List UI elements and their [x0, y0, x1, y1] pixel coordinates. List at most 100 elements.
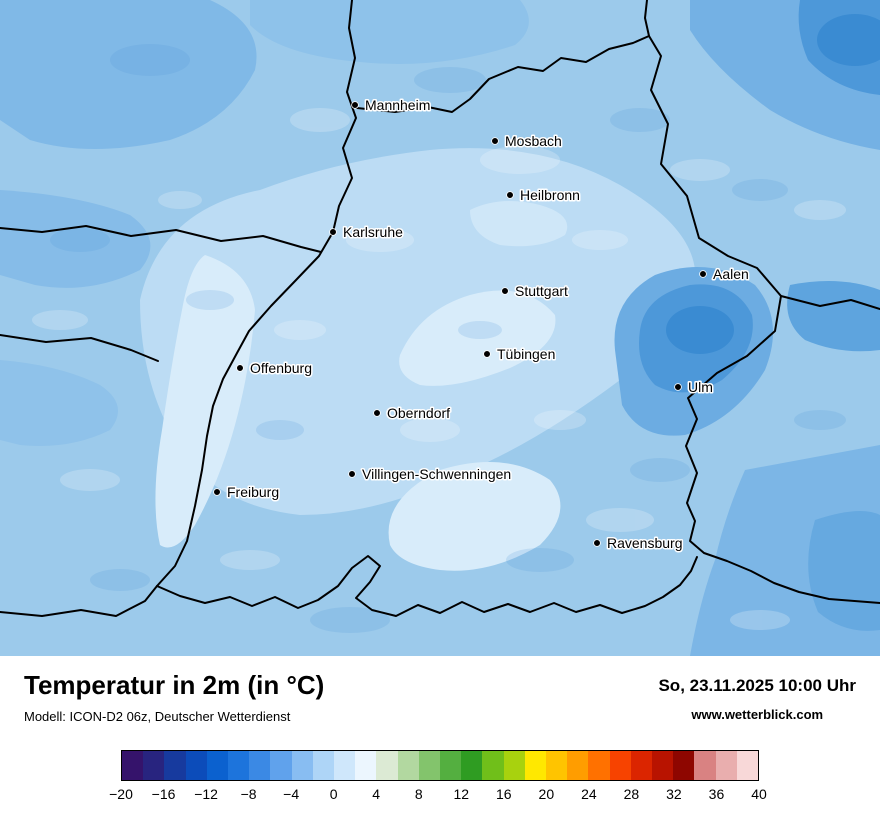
city-marker: Tübingen: [483, 345, 557, 364]
city-label: Oberndorf: [387, 405, 450, 421]
caption-area: Temperatur in 2m (in °C) Modell: ICON-D2…: [0, 656, 880, 804]
colorbar-tick-label: −12: [194, 786, 218, 802]
city-dot: [699, 270, 707, 278]
colorbar-segment: [609, 751, 631, 780]
city-label: Karlsruhe: [343, 224, 403, 240]
city-marker: Karlsruhe: [329, 223, 405, 242]
city-dot: [373, 409, 381, 417]
city-label: Mannheim: [365, 97, 430, 113]
colorbar-tick-label: 0: [329, 786, 338, 802]
city-label: Freiburg: [227, 484, 279, 500]
website-text: www.wetterblick.com: [691, 707, 824, 722]
colorbar-segment: [673, 751, 695, 780]
colorbar-segment: [546, 751, 568, 780]
colorbar-segment: [524, 751, 547, 780]
colorbar-segment: [312, 751, 335, 780]
colorbar-segments: [121, 750, 759, 781]
city-marker: Mannheim: [351, 96, 432, 115]
colorbar-segment: [355, 751, 377, 780]
city-marker: Heilbronn: [506, 186, 581, 205]
caption-right: So, 23.11.2025 10:00 Uhr www.wetterblick…: [658, 670, 856, 722]
city-dot: [674, 383, 682, 391]
city-marker: Aalen: [699, 265, 750, 284]
colorbar-segment: [440, 751, 462, 780]
colorbar-segment: [418, 751, 441, 780]
colorbar-segment: [715, 751, 737, 780]
colorbar-segment: [164, 751, 186, 780]
colorbar-segment: [228, 751, 250, 780]
map-title: Temperatur in 2m (in °C): [24, 670, 325, 700]
city-marker: Mosbach: [491, 132, 563, 151]
temperature-field-layer: [0, 0, 880, 656]
field-texture-dark: [50, 44, 846, 633]
city-label: Ravensburg: [607, 535, 683, 551]
city-label: Mosbach: [505, 133, 562, 149]
border-south-swiss: [156, 555, 698, 617]
city-dot: [351, 101, 359, 109]
colorbar-segment: [122, 751, 144, 780]
border-bavaria-east: [780, 295, 880, 310]
colorbar-tick-label: 36: [708, 786, 725, 802]
colorbar-tick-label: 20: [538, 786, 555, 802]
colorbar-segment: [397, 751, 419, 780]
city-label: Villingen-Schwenningen: [362, 466, 511, 482]
city-dot: [501, 287, 509, 295]
field-texture-light: [32, 108, 846, 630]
colorbar-segment: [567, 751, 589, 780]
temperature-colorbar: −20 −16 −12 −8 −4 0 4 8 12 16 20 24 28 32 36 40: [109, 750, 767, 804]
colorbar-segment: [588, 751, 610, 780]
city-label: Stuttgart: [515, 283, 568, 299]
city-label: Tübingen: [497, 346, 555, 362]
colorbar-tick-label: −8: [240, 786, 257, 802]
colorbar-tick-label: 40: [751, 786, 767, 802]
colorbar-segment: [482, 751, 504, 780]
colorbar-segment: [291, 751, 313, 780]
city-dot: [213, 488, 221, 496]
city-markers-layer: Mannheim Mosbach Heilbronn Karlsruhe Aalen St…: [213, 96, 750, 553]
valid-datetime: So, 23.11.2025 10:00 Uhr: [658, 676, 856, 695]
weather-map: Mannheim Mosbach Heilbronn Karlsruhe Aalen St…: [0, 0, 880, 656]
border-france-north: [0, 225, 322, 253]
colorbar-tick-label: 12: [453, 786, 470, 802]
city-dot: [348, 470, 356, 478]
colorbar-tick-label: −16: [151, 786, 176, 802]
city-marker: Villingen-Schwenningen: [348, 465, 513, 484]
caption-row: Temperatur in 2m (in °C) Modell: ICON-D2…: [24, 670, 856, 724]
city-marker: Stuttgart: [501, 282, 570, 301]
caption-left: Temperatur in 2m (in °C) Modell: ICON-D2…: [24, 670, 324, 724]
city-marker: Oberndorf: [373, 404, 452, 423]
city-label: Ulm: [688, 379, 713, 395]
colorbar-segment: [736, 751, 759, 780]
city-dot: [329, 228, 337, 236]
city-marker: Offenburg: [236, 359, 314, 378]
city-dot: [506, 191, 514, 199]
city-dot: [236, 364, 244, 372]
colorbar-segment: [249, 751, 271, 780]
colorbar-tick-label: 28: [623, 786, 640, 802]
city-label: Aalen: [713, 266, 749, 282]
colorbar-ticks: −20 −16 −12 −8 −4 0 4 8 12 16 20 24 28 32 36 40: [109, 786, 767, 804]
border-france-south: [0, 334, 159, 362]
colorbar-segment: [461, 751, 483, 780]
colorbar-segment: [185, 751, 207, 780]
city-marker: Ravensburg: [593, 534, 684, 553]
border-east: [648, 35, 880, 604]
colorbar-segment: [630, 751, 653, 780]
city-label: Offenburg: [250, 360, 312, 376]
city-dot: [491, 137, 499, 145]
city-label: Heilbronn: [520, 187, 580, 203]
colorbar-tick-label: 24: [581, 786, 597, 802]
colorbar-tick-label: 8: [414, 786, 423, 802]
colorbar-segment: [270, 751, 292, 780]
colorbar-segment: [206, 751, 229, 780]
map-canvas: Mannheim Mosbach Heilbronn Karlsruhe Aalen St…: [0, 0, 880, 656]
border-north: [356, 0, 650, 113]
colorbar-segment: [143, 751, 165, 780]
city-dot: [593, 539, 601, 547]
colorbar-tick-label: 16: [496, 786, 512, 802]
colorbar-tick-label: −4: [283, 786, 300, 802]
city-marker: Ulm: [674, 378, 714, 397]
colorbar-segment: [694, 751, 716, 780]
city-marker: Freiburg: [213, 483, 281, 502]
colorbar-tick-label: −20: [109, 786, 133, 802]
